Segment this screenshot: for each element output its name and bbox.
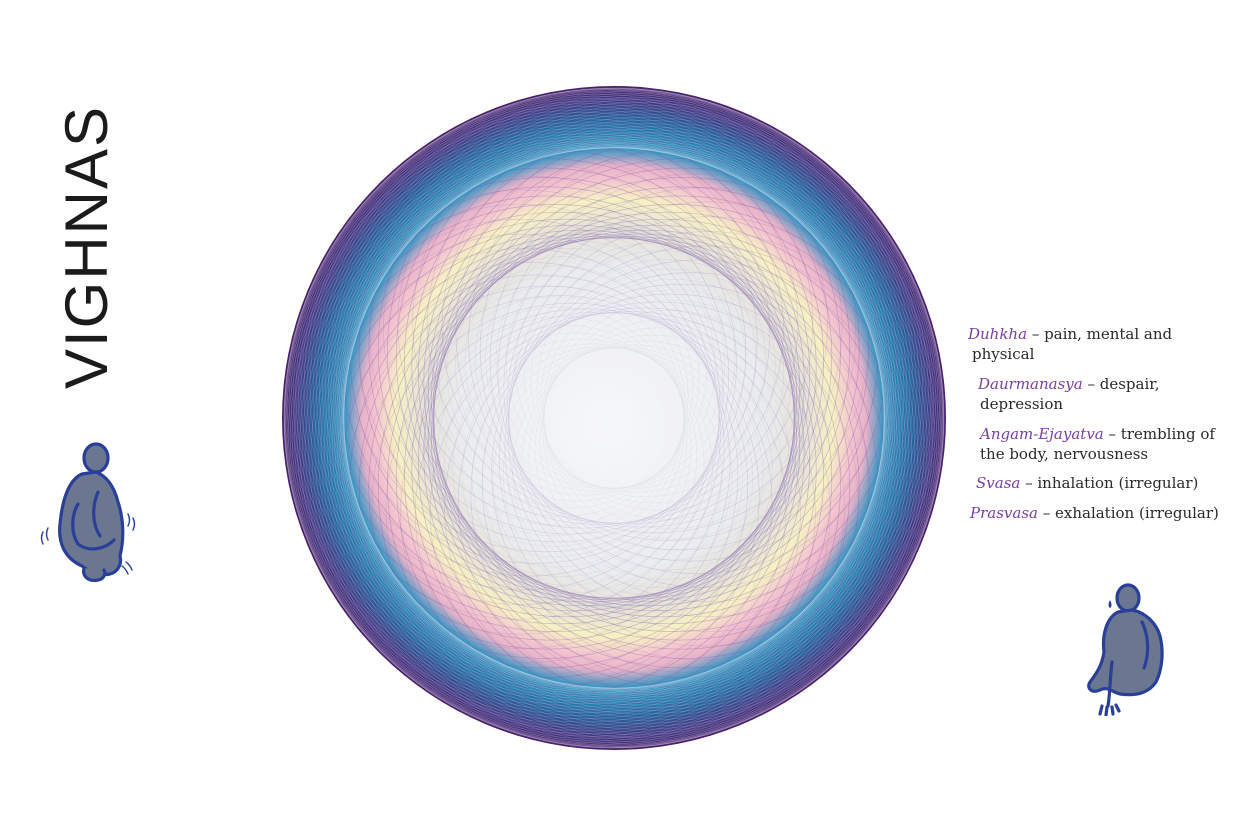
spiro-line [311,147,913,749]
crouching-trembling-figure-icon [40,442,136,582]
desc-angam-ejayatva-cont: the body, nervousness [980,445,1149,463]
spiro-line [326,144,928,746]
spiro-line [302,145,903,747]
spiro-line [334,139,936,741]
list-item: Prasvasa – exhalation (irregular) [970,503,1220,523]
spiro-line [306,88,908,690]
term-angam-ejayatva: Angam-Ejayatva [980,425,1104,443]
spirograph-mandala [282,86,946,750]
spiro-line [288,133,889,735]
spiro-line [322,88,923,690]
spiro-line [320,146,922,748]
spiro-line [300,90,902,692]
spiro-line [337,99,939,701]
desc-svasa: – inhalation (irregular) [1020,474,1199,492]
spiro-line [314,147,916,749]
page-title: VIGHNAS [53,104,120,390]
spiro-line [335,96,937,698]
spiro-line [309,87,911,689]
spiro-line [342,110,944,712]
spiro-line [283,118,885,720]
spiro-line [292,95,894,697]
spiro-line [308,147,909,748]
spiro-line [286,130,888,732]
desc-duhkha-cont: physical [972,345,1035,363]
spiro-line [343,116,945,718]
list-item: Daurmanasya – despair, depression [978,374,1198,414]
page-title-wrap: VIGHNAS [53,84,120,410]
spiro-line [343,123,944,724]
spiro-line [341,129,943,730]
mandala-center-glow [384,188,844,648]
spiro-line [296,142,898,744]
list-item: Duhkha – pain, mental and physical [968,324,1188,364]
spiro-line [284,109,886,710]
spiro-line [343,113,945,715]
list-item: Angam-Ejayatva – trembling of the body, … [980,424,1220,464]
spiro-line [325,89,926,691]
spiro-line [327,91,929,692]
term-prasvasa: Prasvasa [970,504,1038,522]
spiro-line [303,89,905,691]
spiro-line [290,98,892,699]
spiro-line [283,115,885,717]
spiro-line [343,119,945,721]
spiro-line [283,121,885,723]
spiro-line [340,104,942,706]
spiro-line [329,143,931,744]
spiro-line [295,93,897,695]
spiro-line [285,127,887,729]
spiro-line [284,112,885,713]
desc-angam-ejayatva: – trembling of [1103,425,1215,443]
spiro-line [312,87,914,689]
spiro-line [338,134,940,736]
spiro-line [299,144,901,745]
spiro-line [342,126,944,727]
spiro-line [323,145,925,747]
term-daurmanasya: Daurmanasya [978,375,1083,393]
spiro-line [288,100,890,702]
spiro-line [289,135,891,737]
spiro-line [285,106,887,707]
spiro-line [291,138,893,740]
spiro-line [319,88,920,689]
spiro-line [341,107,943,709]
desc-prasvasa: – exhalation (irregular) [1037,504,1219,522]
seated-crying-figure-icon [1087,583,1164,716]
spiro-line [297,92,899,693]
spiro-line [284,124,886,726]
spiro-line [287,103,888,705]
spiro-line [294,140,895,742]
desc-duhkha: – pain, mental and [1027,325,1173,343]
spiro-line [330,92,932,694]
spiro-line [331,141,933,743]
term-duhkha: Duhkha [968,325,1028,343]
list-item: Svasa – inhalation (irregular) [976,473,1216,493]
desc-daurmanasya-cont: depression [980,395,1064,413]
term-svasa: Svasa [976,474,1021,492]
spiro-line [315,87,917,689]
spiro-line [336,137,938,738]
spiro-line [305,146,906,748]
spiro-line [333,94,934,696]
spiro-line [339,101,940,703]
tear-icon [1108,600,1112,608]
spiro-line [317,147,919,749]
spiro-line [340,131,941,733]
desc-daurmanasya: – despair, [1082,375,1160,393]
